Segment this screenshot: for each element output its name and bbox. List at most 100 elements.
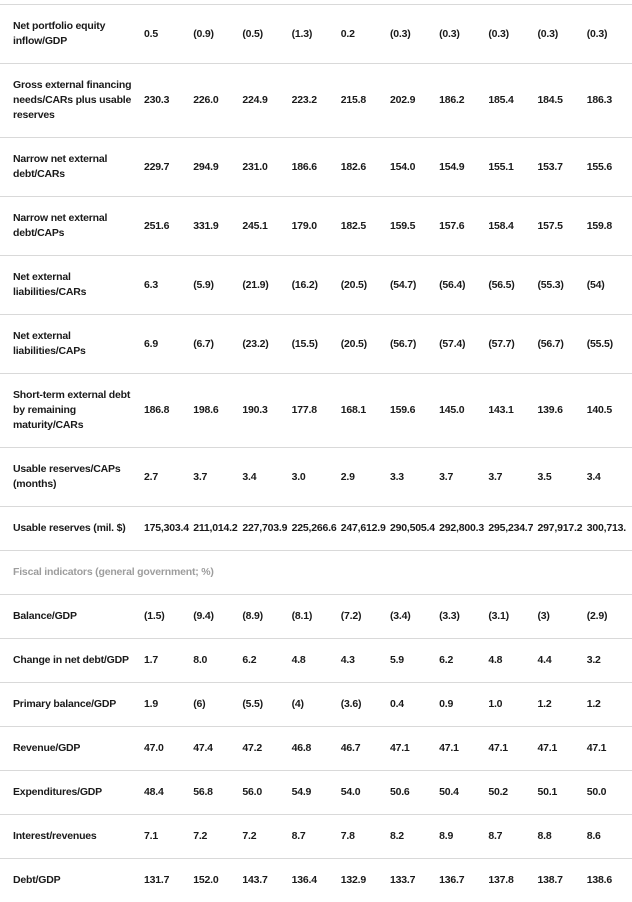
row-label: Net portfolio equity inflow/GDP	[0, 5, 144, 64]
cell-value: 186.8	[144, 374, 193, 448]
cell-value: 202.9	[390, 64, 439, 138]
cell-value: 132.9	[341, 859, 390, 902]
cell-value: 56.8	[193, 771, 242, 815]
cell-value: 136.7	[439, 859, 488, 902]
cell-value: (3.6)	[341, 683, 390, 727]
cell-value: 3.5	[538, 448, 587, 507]
row-label: Primary balance/GDP	[0, 683, 144, 727]
cell-value: 6.2	[439, 639, 488, 683]
cell-value: 290,505.4	[390, 507, 439, 551]
row-label: Narrow net external debt/CARs	[0, 138, 144, 197]
cell-value: 3.7	[193, 448, 242, 507]
cell-value: 8.2	[390, 815, 439, 859]
cell-value: 56.0	[242, 771, 291, 815]
cell-value: 7.2	[193, 815, 242, 859]
cell-value: 4.8	[488, 639, 537, 683]
cell-value: 47.2	[242, 727, 291, 771]
cell-value: (20.5)	[341, 315, 390, 374]
cell-value: (56.7)	[538, 315, 587, 374]
cell-value: (7.2)	[341, 595, 390, 639]
cell-value: 143.1	[488, 374, 537, 448]
cell-value: (15.5)	[292, 315, 341, 374]
cell-value: 158.4	[488, 197, 537, 256]
cell-value: 179.0	[292, 197, 341, 256]
cell-value: 8.7	[488, 815, 537, 859]
cell-value: 225,266.6	[292, 507, 341, 551]
cell-value: 8.7	[292, 815, 341, 859]
cell-value: 3.7	[439, 448, 488, 507]
cell-value: 2.7	[144, 448, 193, 507]
cell-value: 8.9	[439, 815, 488, 859]
cell-value: 292,800.3	[439, 507, 488, 551]
cell-value: 143.7	[242, 859, 291, 902]
cell-value: (1.3)	[292, 5, 341, 64]
row-label: Usable reserves (mil. $)	[0, 507, 144, 551]
cell-value: 47.1	[488, 727, 537, 771]
cell-value: 138.6	[587, 859, 632, 902]
cell-value: 154.9	[439, 138, 488, 197]
cell-value: 50.0	[587, 771, 632, 815]
cell-value: 224.9	[242, 64, 291, 138]
cell-value: 0.2	[341, 5, 390, 64]
cell-value: 1.2	[538, 683, 587, 727]
cell-value: 230.3	[144, 64, 193, 138]
cell-value: 251.6	[144, 197, 193, 256]
cell-value: 155.1	[488, 138, 537, 197]
cell-value: 47.0	[144, 727, 193, 771]
cell-value: 297,917.2	[538, 507, 587, 551]
cell-value: 198.6	[193, 374, 242, 448]
cell-value: (56.7)	[390, 315, 439, 374]
row-label: Net external liabilities/CAPs	[0, 315, 144, 374]
cell-value: 47.1	[390, 727, 439, 771]
cell-value: 0.5	[144, 5, 193, 64]
cell-value: (55.5)	[587, 315, 632, 374]
cell-value: 8.6	[587, 815, 632, 859]
cell-value: 186.6	[292, 138, 341, 197]
row-label: Balance/GDP	[0, 595, 144, 639]
cell-value: (0.3)	[390, 5, 439, 64]
cell-value: 227,703.9	[242, 507, 291, 551]
cell-value: 47.1	[439, 727, 488, 771]
cell-value: 294.9	[193, 138, 242, 197]
row-label: Change in net debt/GDP	[0, 639, 144, 683]
cell-value: (20.5)	[341, 256, 390, 315]
cell-value: 182.5	[341, 197, 390, 256]
cell-value: 47.1	[538, 727, 587, 771]
cell-value: 153.7	[538, 138, 587, 197]
cell-value: 54.0	[341, 771, 390, 815]
cell-value: (9.4)	[193, 595, 242, 639]
cell-value: 6.2	[242, 639, 291, 683]
cell-value: (0.9)	[193, 5, 242, 64]
cell-value: 175,303.4	[144, 507, 193, 551]
cell-value: (3.4)	[390, 595, 439, 639]
row-label: Usable reserves/CAPs (months)	[0, 448, 144, 507]
cell-value: 4.4	[538, 639, 587, 683]
cell-value: 3.4	[242, 448, 291, 507]
cell-value: 295,234.7	[488, 507, 537, 551]
cell-value: (0.3)	[439, 5, 488, 64]
cell-value: (4)	[292, 683, 341, 727]
cell-value: 159.5	[390, 197, 439, 256]
cell-value: (3)	[538, 595, 587, 639]
cell-value: (56.5)	[488, 256, 537, 315]
cell-value: 3.3	[390, 448, 439, 507]
cell-value: 50.1	[538, 771, 587, 815]
cell-value: 211,014.2	[193, 507, 242, 551]
cell-value: 4.3	[341, 639, 390, 683]
cell-value: 136.4	[292, 859, 341, 902]
table-row: Balance/GDP(1.5)(9.4)(8.9)(8.1)(7.2)(3.4…	[0, 595, 632, 639]
cell-value: (54)	[587, 256, 632, 315]
cell-value: 1.9	[144, 683, 193, 727]
row-label: Interest/revenues	[0, 815, 144, 859]
cell-value: 223.2	[292, 64, 341, 138]
cell-value: 3.2	[587, 639, 632, 683]
cell-value: 182.6	[341, 138, 390, 197]
